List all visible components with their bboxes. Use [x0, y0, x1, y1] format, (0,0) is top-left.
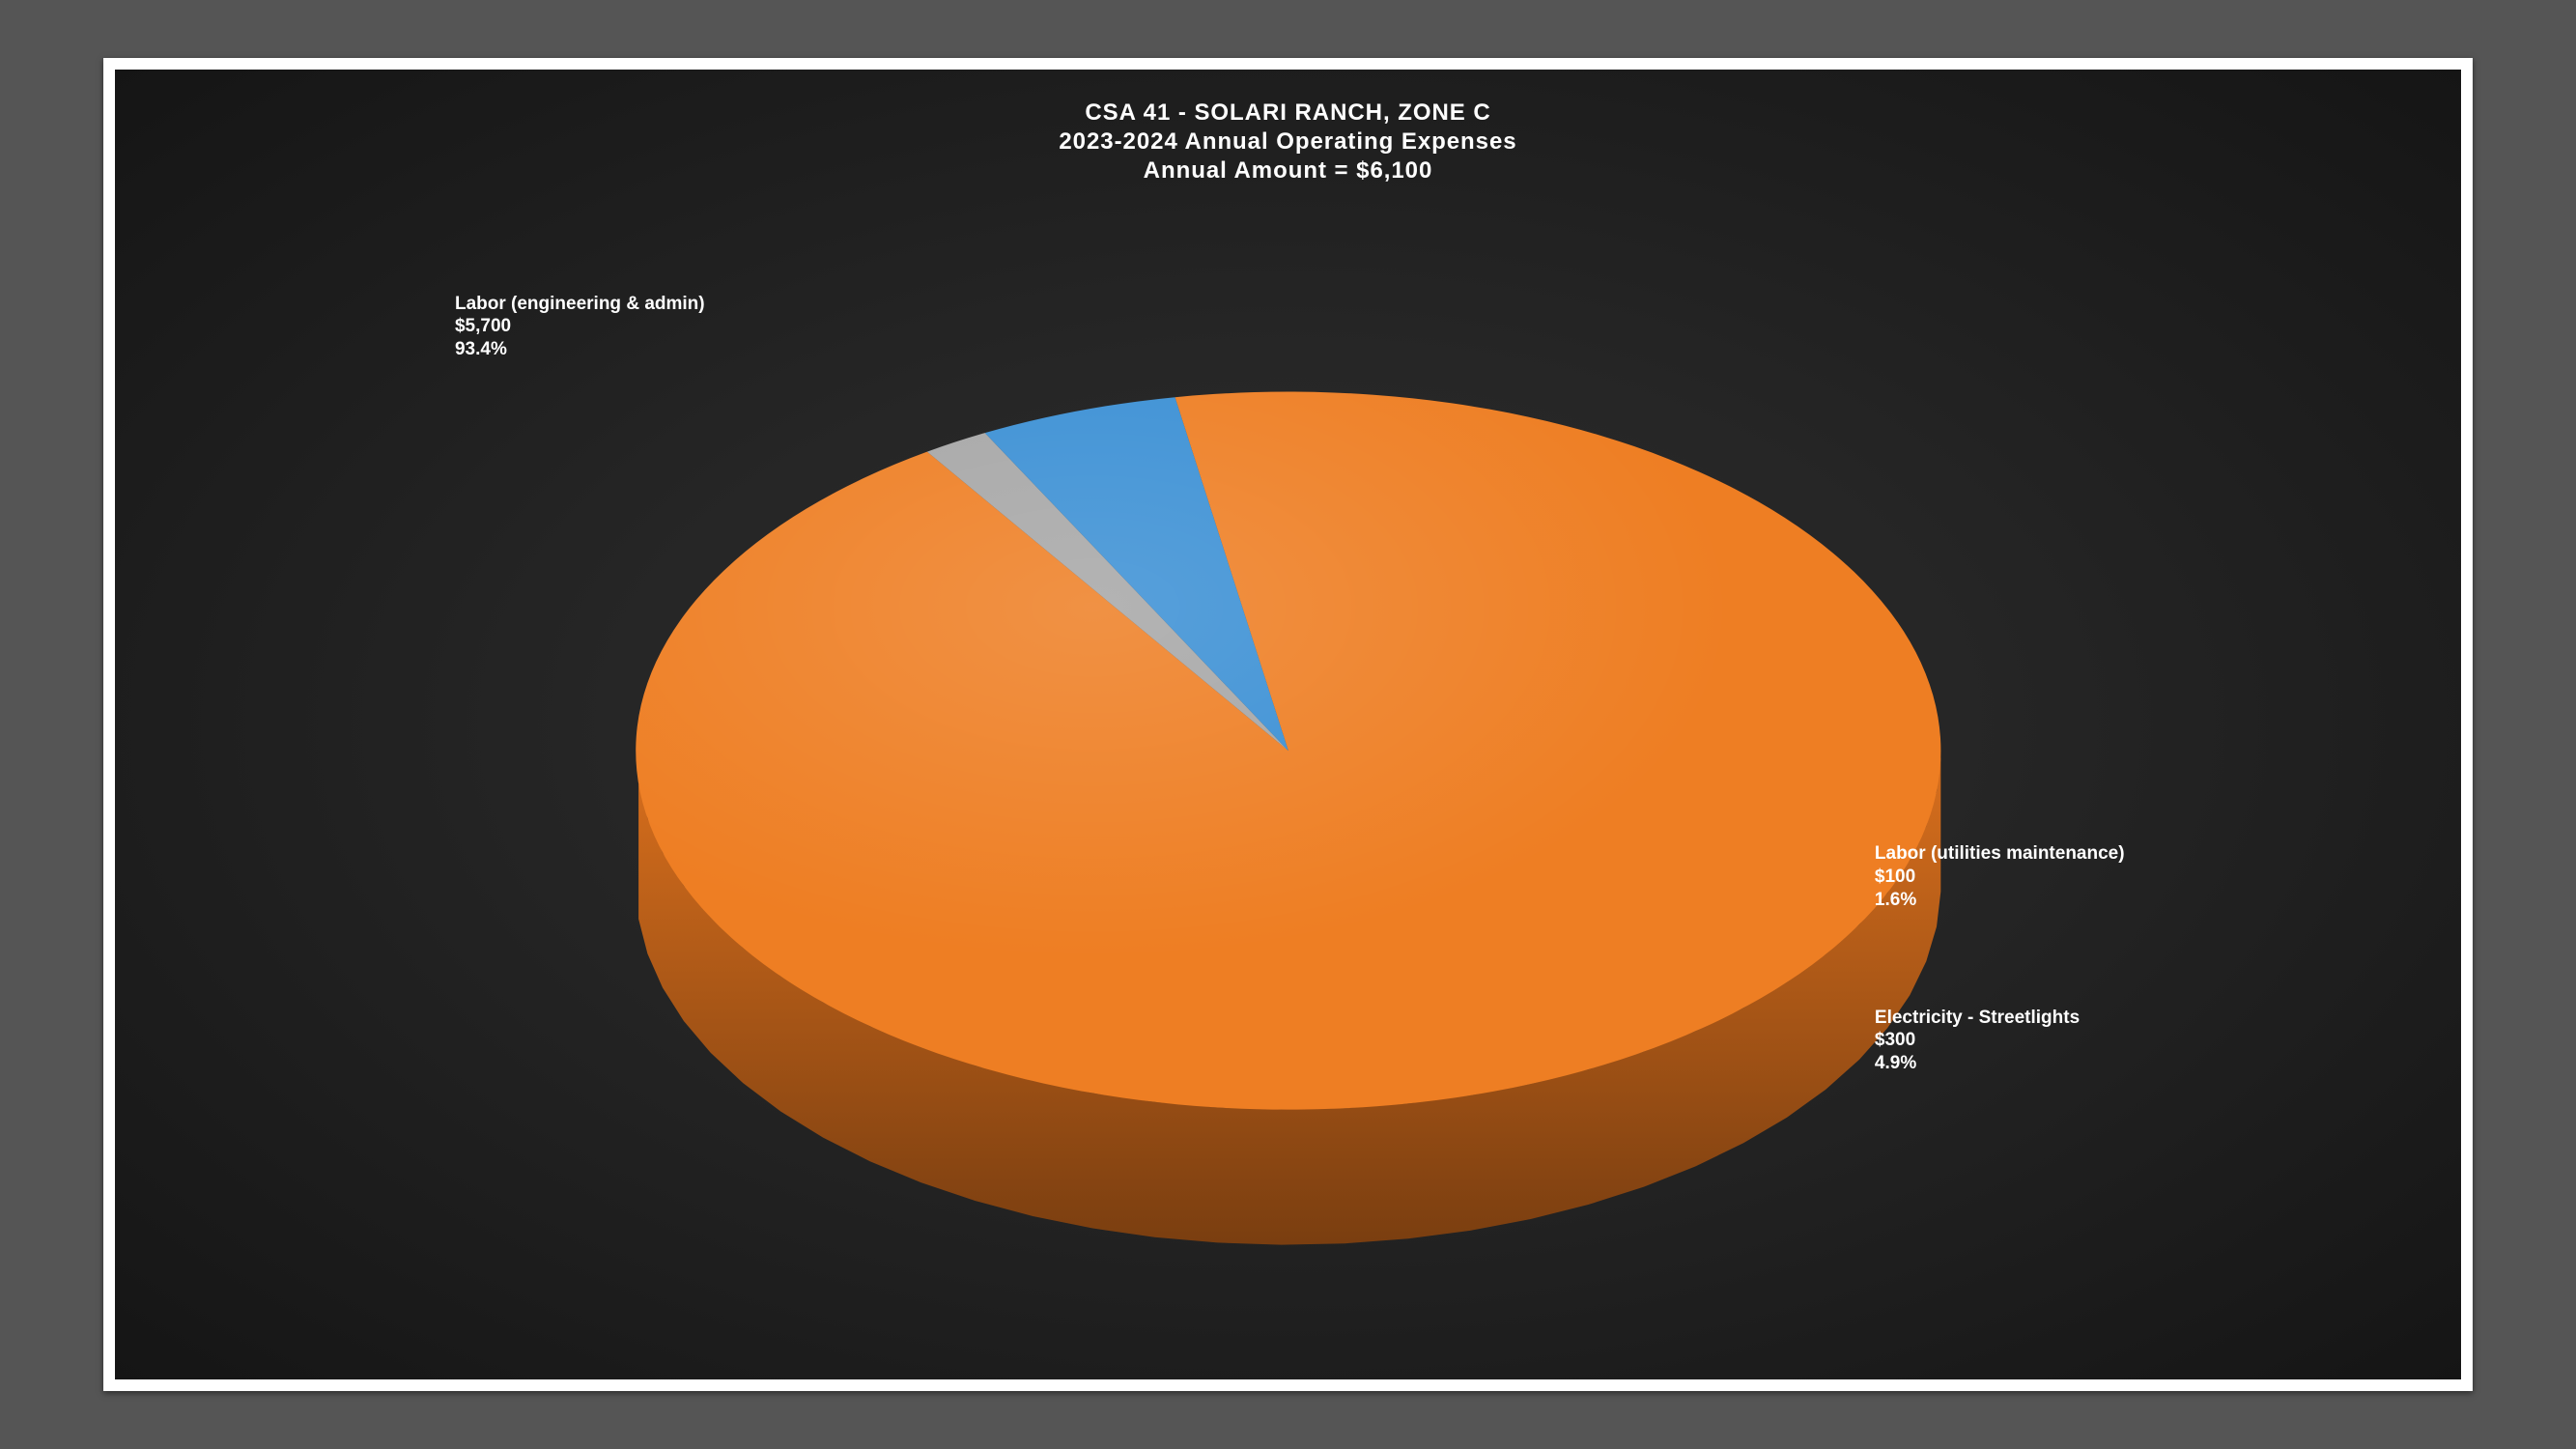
slice-label-percent: 4.9% — [1875, 1052, 2080, 1075]
pie-chart-3d — [115, 70, 2462, 1379]
slice-label-labor_eng_admin: Labor (engineering & admin)$5,70093.4% — [455, 293, 705, 361]
slice-label-percent: 1.6% — [1875, 889, 2125, 912]
slice-label-name: Labor (engineering & admin) — [455, 293, 705, 316]
slice-label-labor_util_maint: Labor (utilities maintenance)$1001.6% — [1875, 842, 2125, 911]
slice-label-name: Electricity - Streetlights — [1875, 1007, 2080, 1030]
slice-label-amount: $5,700 — [455, 315, 705, 338]
slice-label-electricity_streetlights: Electricity - Streetlights$3004.9% — [1875, 1007, 2080, 1075]
chart-background: CSA 41 - SOLARI RANCH, ZONE C 2023-2024 … — [115, 70, 2462, 1379]
slice-label-name: Labor (utilities maintenance) — [1875, 842, 2125, 866]
slice-label-percent: 93.4% — [455, 338, 705, 361]
slice-label-amount: $300 — [1875, 1029, 2080, 1052]
slide-frame: CSA 41 - SOLARI RANCH, ZONE C 2023-2024 … — [103, 58, 2474, 1391]
slice-label-amount: $100 — [1875, 866, 2125, 889]
